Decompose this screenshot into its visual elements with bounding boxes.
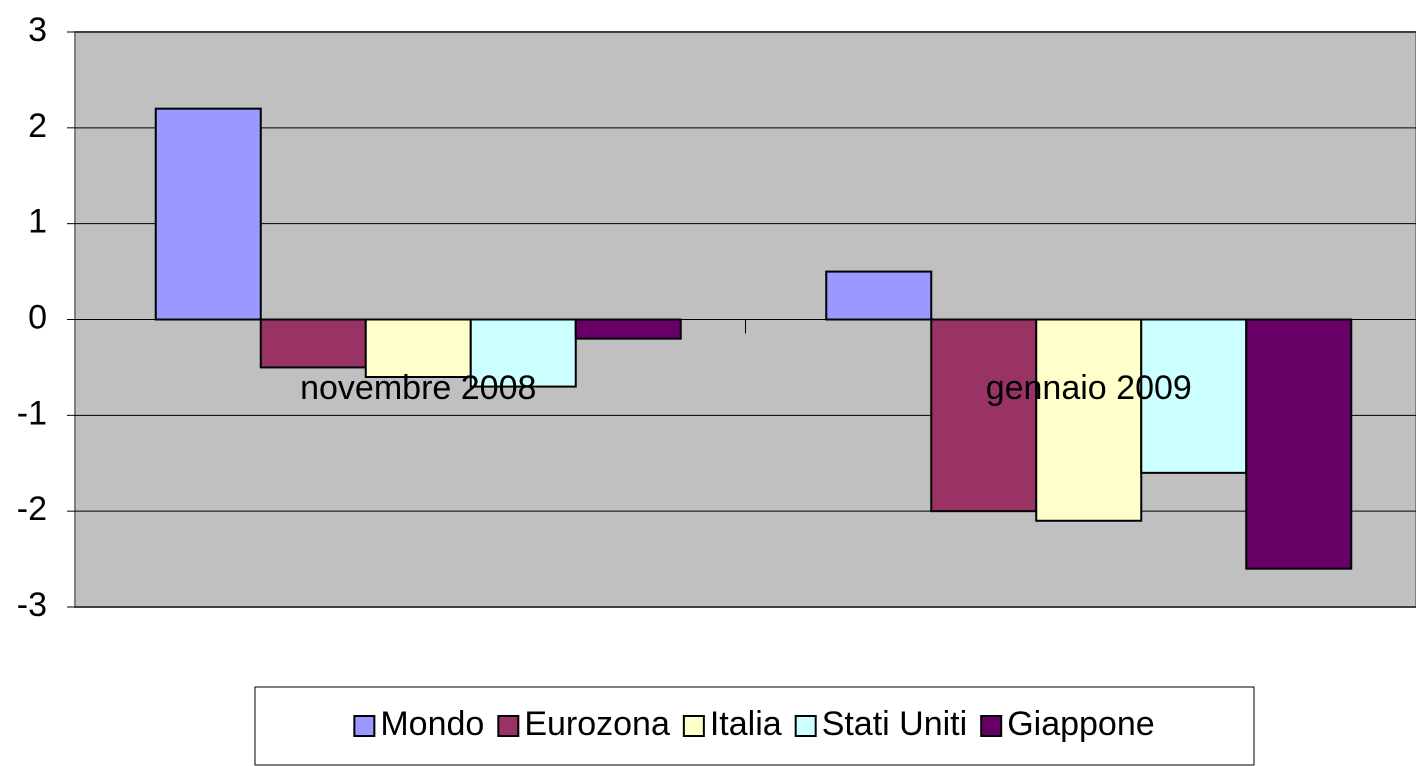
- y-tick-label: -3: [17, 586, 47, 624]
- legend-label: Giappone: [1007, 705, 1154, 743]
- x-tick-label: gennaio 2009: [986, 369, 1192, 407]
- legend-label: Eurozona: [524, 705, 670, 743]
- legend-swatch: [980, 715, 1003, 737]
- x-tick-label: novembre 2008: [300, 369, 536, 407]
- bar: [364, 318, 472, 378]
- y-tick-label: 0: [28, 298, 47, 336]
- legend: Mondo Eurozona Italia Stati Uniti Giappone: [254, 686, 1255, 766]
- bar: [469, 318, 577, 388]
- bar: [574, 318, 682, 340]
- legend-swatch: [682, 715, 705, 737]
- y-tick-label: 1: [28, 203, 47, 241]
- legend-swatch: [497, 715, 520, 737]
- bar: [930, 318, 1038, 513]
- bar: [825, 270, 933, 321]
- y-tick-label: 2: [28, 107, 47, 145]
- y-tick-label: -1: [17, 394, 47, 432]
- legend-box: [254, 686, 1255, 766]
- bar: [1035, 318, 1143, 522]
- legend-swatch: [353, 715, 376, 737]
- y-tick-label: -2: [17, 490, 47, 528]
- legend-swatch: [794, 715, 817, 737]
- y-tick-label: 3: [28, 11, 47, 49]
- bar: [1140, 318, 1248, 474]
- bar: [259, 318, 367, 369]
- legend-label: Stati Uniti: [822, 705, 968, 743]
- legend-label: Italia: [710, 705, 782, 743]
- legend-label: Mondo: [380, 705, 484, 743]
- bar: [1245, 318, 1353, 570]
- bar: [154, 107, 262, 321]
